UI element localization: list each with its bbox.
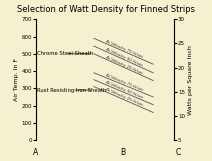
Text: Ai Velocity 25 ft/sec: Ai Velocity 25 ft/sec — [105, 88, 144, 108]
Text: Ai Velocity 50 ft/sec: Ai Velocity 50 ft/sec — [105, 47, 144, 68]
Y-axis label: Watts per Square Inch: Watts per Square Inch — [188, 45, 193, 115]
Text: Ai Velocity 75 ft/sec: Ai Velocity 75 ft/sec — [105, 39, 144, 59]
Text: Selection of Watt Density for Finned Strips: Selection of Watt Density for Finned Str… — [17, 5, 195, 14]
Text: Ai Velocity 50 ft/sec: Ai Velocity 50 ft/sec — [105, 81, 144, 100]
Text: C: C — [176, 148, 181, 156]
Text: Ai Velocity 25 ft/sec: Ai Velocity 25 ft/sec — [105, 55, 144, 76]
Text: Chrome Steel Sheath: Chrome Steel Sheath — [37, 51, 94, 56]
Text: B: B — [120, 148, 126, 156]
Text: Ai Velocity 75 ft/sec: Ai Velocity 75 ft/sec — [105, 74, 144, 92]
Y-axis label: Air Temp. In F: Air Temp. In F — [14, 58, 19, 101]
Text: A: A — [33, 148, 39, 156]
Text: Rust Resisting Iron Sheath: Rust Resisting Iron Sheath — [37, 88, 107, 93]
